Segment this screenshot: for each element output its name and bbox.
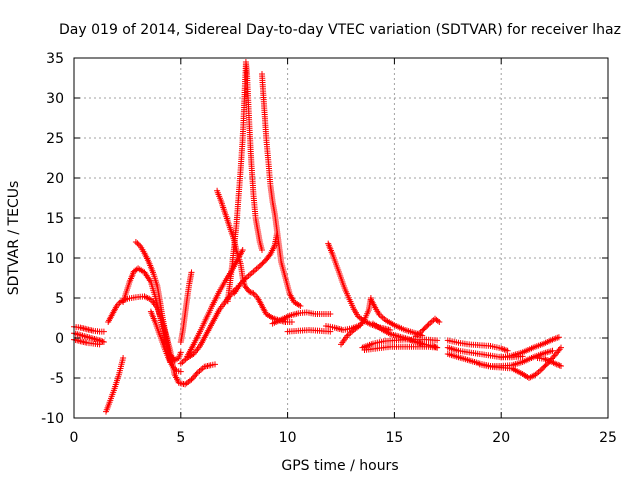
series-s24 [370, 320, 441, 351]
y-tick-label: 0 [55, 331, 64, 347]
series-s17 [284, 327, 334, 335]
tick-labels: 0 5 10 15 20 25 -10 -5 0 5 10 15 20 25 30 35 [41, 51, 617, 446]
x-axis-title: GPS time / hours [281, 458, 398, 474]
data-point-markers [498, 334, 562, 361]
data-point-markers [284, 327, 334, 335]
data-point-markers [412, 315, 443, 340]
data-point-markers [269, 309, 334, 327]
series-s8 [147, 308, 184, 375]
y-tick-label: 35 [46, 51, 64, 67]
x-tick-label: 20 [492, 430, 510, 446]
x-tick-label: 15 [385, 430, 403, 446]
series-s30 [498, 334, 562, 361]
y-tick-label: -10 [41, 411, 64, 427]
data-point-markers [370, 320, 441, 351]
grid [74, 58, 608, 418]
data-point-markers [224, 59, 265, 305]
y-tick-label: 25 [46, 131, 64, 147]
data-point-markers [338, 295, 374, 348]
x-tick-label: 5 [176, 430, 185, 446]
y-tick-label: 15 [46, 211, 64, 227]
y-tick-label: 30 [46, 91, 64, 107]
y-tick-label: 5 [55, 291, 64, 307]
x-tick-label: 0 [70, 430, 79, 446]
data-point-markers [259, 71, 304, 309]
data-point-markers [103, 355, 127, 415]
x-tick-label: 10 [279, 430, 297, 446]
series-s26 [444, 337, 511, 354]
series-s9 [177, 269, 195, 345]
data-point-markers [177, 285, 240, 367]
data-point-markers [444, 337, 511, 354]
series-s31 [534, 355, 564, 369]
series-s13 [224, 59, 265, 305]
series-s25 [412, 315, 443, 340]
series-s20 [338, 295, 374, 348]
x-tick-label: 25 [599, 430, 617, 446]
series-s16 [269, 309, 334, 327]
series-s10 [177, 285, 240, 367]
data-point-markers [147, 308, 184, 375]
y-tick-label: 20 [46, 171, 64, 187]
data-point-markers [534, 355, 564, 369]
axis-ticks [73, 57, 609, 419]
plot-frame [73, 57, 609, 419]
chart-title: Day 019 of 2014, Sidereal Day-to-day VTE… [59, 22, 621, 38]
series-s15 [259, 71, 304, 309]
y-axis-title: SDTVAR / TECUs [6, 181, 22, 296]
series-s7 [132, 239, 184, 364]
series-s4 [103, 355, 127, 415]
data-point-markers [177, 269, 195, 345]
data-point-markers [132, 239, 184, 364]
y-tick-label: -5 [50, 371, 64, 387]
y-tick-label: 10 [46, 251, 64, 267]
